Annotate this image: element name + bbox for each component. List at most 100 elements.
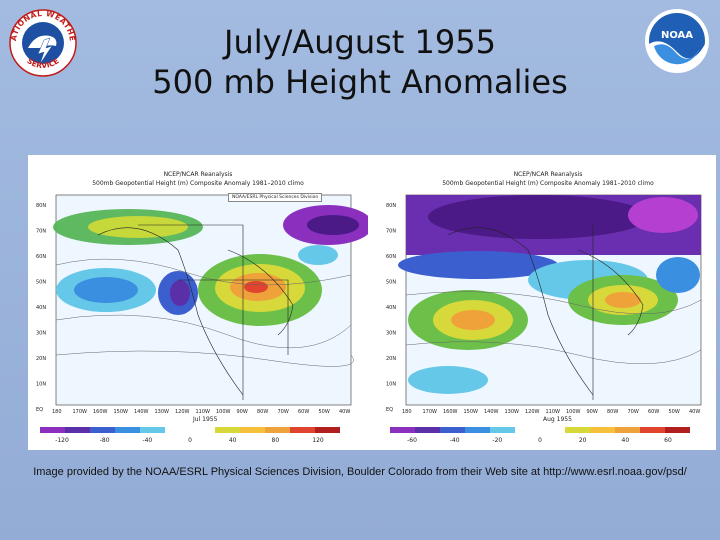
colorbar-tick-label: 80 (272, 437, 280, 444)
longitude-tick-label: 80W (607, 409, 618, 415)
latitude-tick-label: 70N (386, 229, 396, 235)
map-header-line-2: 500mb Geopotential Height (m) Composite … (442, 180, 654, 187)
map-header-line-1: NCEP/NCAR Reanalysis (163, 171, 233, 178)
colorbar-segment (315, 427, 340, 433)
longitude-tick-label: 160W (443, 409, 458, 415)
colorbar-tick-label: -40 (142, 437, 152, 444)
latitude-tick-label: 80N (36, 203, 46, 209)
latitude-tick-label: 40N (36, 305, 46, 311)
latitude-tick-label: 80N (386, 203, 396, 209)
anomaly-map-august (398, 194, 702, 406)
colorbar-segment (615, 427, 640, 433)
colorbar-segment (40, 427, 65, 433)
colorbar-segment (565, 427, 590, 433)
colorbar-segment (115, 427, 140, 433)
colorbar-tick-label: -20 (492, 437, 502, 444)
longitude-tick-label: 110W (546, 409, 561, 415)
noaa-logo-text: NOAA (661, 30, 693, 41)
longitude-tick-label: 100W (216, 409, 231, 415)
title-line-1: July/August 1955 (224, 23, 496, 61)
latitude-tick-label: 50N (36, 280, 46, 286)
longitude-tick-label: 50W (319, 409, 330, 415)
longitude-tick-label: 140W (134, 409, 149, 415)
colorbar-tick-label: 120 (312, 437, 324, 444)
colorbar-segment (65, 427, 90, 433)
colorbar-tick-label: 60 (664, 437, 672, 444)
longitude-tick-label: 140W (484, 409, 499, 415)
anomaly-map-july (53, 194, 368, 406)
longitude-tick-label: 180 (402, 409, 412, 415)
latitude-tick-label: 20N (386, 356, 396, 362)
colorbar-august: -60 -40 -20 0 20 40 60 (390, 427, 690, 444)
colorbar-tick-label: 40 (622, 437, 630, 444)
map-header-line-2: 500mb Geopotential Height (m) Composite … (92, 180, 304, 187)
latitude-tick-label: 70N (36, 229, 46, 235)
map-july: NCEP/NCAR Reanalysis 500mb Geopotential … (28, 155, 368, 450)
longitude-tick-label: 70W (278, 409, 289, 415)
latitude-tick-label: EQ (36, 407, 43, 413)
colorbar-segment (465, 427, 490, 433)
colorbar-segment (490, 427, 515, 433)
title-line-2: 500 mb Height Anomalies (152, 63, 568, 101)
latitude-tick-label: 50N (386, 280, 396, 286)
longitude-tick-label: 180 (52, 409, 62, 415)
longitude-tick-label: 90W (237, 409, 248, 415)
colorbar-tick-label: -60 (407, 437, 417, 444)
longitude-tick-label: 130W (155, 409, 170, 415)
map-header-line-1: NCEP/NCAR Reanalysis (513, 171, 583, 178)
credit-tag: NOAA/ESRL Physical Sciences Division (228, 193, 323, 202)
longitude-tick-label: 120W (175, 409, 190, 415)
colorbar-tick-label: 0 (538, 437, 542, 444)
colorbar-tick-label: -120 (55, 437, 69, 444)
colorbar-segment (590, 427, 615, 433)
colorbar-tick-label: 20 (579, 437, 587, 444)
longitude-tick-label: 110W (196, 409, 211, 415)
longitude-tick-label: 60W (298, 409, 309, 415)
longitude-tick-label: 170W (73, 409, 88, 415)
longitude-tick-label: 120W (525, 409, 540, 415)
longitude-tick-label: 170W (423, 409, 438, 415)
colorbar-segment (290, 427, 315, 433)
map-august: NCEP/NCAR Reanalysis 500mb Geopotential … (378, 155, 718, 450)
longitude-tick-label: 50W (669, 409, 680, 415)
longitude-tick-label: 70W (628, 409, 639, 415)
map-month-label: Aug 1955 (543, 416, 572, 423)
colorbar-segment (540, 427, 565, 433)
colorbar-segment (140, 427, 165, 433)
latitude-tick-label: 30N (36, 331, 46, 337)
longitude-tick-label: 80W (257, 409, 268, 415)
latitude-tick-label: 10N (36, 382, 46, 388)
map-month-label: Jul 1955 (193, 416, 218, 423)
colorbar-tick-label: 40 (229, 437, 237, 444)
longitude-tick-label: 100W (566, 409, 581, 415)
colorbar-segment (215, 427, 240, 433)
slide-title: July/August 1955 500 mb Height Anomalies (120, 22, 600, 102)
colorbar-tick-label: 0 (188, 437, 192, 444)
colorbar-segment (165, 427, 190, 433)
svg-text:SERVICE: SERVICE (25, 56, 60, 70)
colorbar-segment (665, 427, 690, 433)
longitude-tick-label: 160W (93, 409, 108, 415)
colorbar-segment (440, 427, 465, 433)
maps-panel: NCEP/NCAR Reanalysis 500mb Geopotential … (28, 155, 716, 450)
latitude-tick-label: 30N (386, 331, 396, 337)
colorbar-tick-label: -80 (100, 437, 110, 444)
colorbar-segment (90, 427, 115, 433)
longitude-tick-label: 60W (648, 409, 659, 415)
colorbar-segment (415, 427, 440, 433)
longitude-tick-label: 40W (339, 409, 350, 415)
colorbar-segment (240, 427, 265, 433)
latitude-tick-label: 20N (36, 356, 46, 362)
longitude-tick-label: 130W (505, 409, 520, 415)
longitude-tick-label: 150W (114, 409, 129, 415)
latitude-tick-label: 60N (36, 254, 46, 260)
axis-labels-august: 80N 70N 60N 50N 40N 30N 20N 10N EQ 180 170W 160W 15… (386, 203, 700, 415)
colorbar-segment (640, 427, 665, 433)
latitude-tick-label: 40N (386, 305, 396, 311)
image-credit-caption: Image provided by the NOAA/ESRL Physical… (33, 466, 687, 478)
longitude-tick-label: 40W (689, 409, 700, 415)
colorbar-july: -120 -80 -40 0 40 80 120 (40, 427, 340, 444)
axis-labels-july: 80N 70N 60N 50N 40N 30N 20N 10N EQ 180 170W 160W 15… (36, 203, 350, 415)
national-weather-service-logo-icon: NATIONAL WEATHER SERVICE (8, 8, 77, 77)
